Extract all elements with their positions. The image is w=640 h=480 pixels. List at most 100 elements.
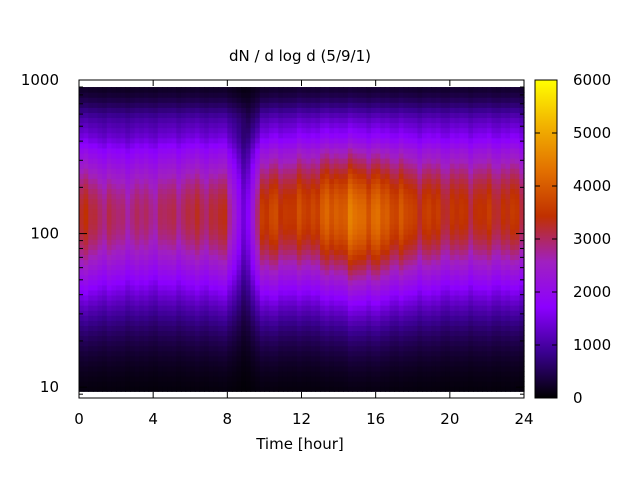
heatmap-cell [134,158,140,164]
heatmap-cell [306,340,312,347]
heatmap-cell [417,122,423,129]
heatmap-cell [333,300,340,306]
heatmap-cell [97,223,103,230]
heatmap-cell [125,365,131,372]
heatmap-cell [315,279,321,286]
heatmap-cell [301,284,307,291]
heatmap-cell [106,218,113,225]
heatmap-cell [92,158,99,164]
heatmap-cell [352,320,358,326]
heatmap-cell [97,335,103,342]
heatmap-cell [255,264,261,271]
heatmap-cell [435,127,442,134]
heatmap-cell [422,330,428,337]
heatmap-cell [227,147,233,154]
heatmap-cell [259,198,266,205]
heatmap-cell [352,188,358,195]
heatmap-cell [241,142,247,149]
heatmap-cell [324,269,330,276]
heatmap-cell [449,213,456,220]
heatmap-cell [338,183,344,190]
heatmap-cell [245,127,252,134]
heatmap-cell [153,193,159,200]
heatmap-cell [79,112,85,119]
heatmap-cell [171,173,177,179]
heatmap-cell [185,193,191,200]
heatmap-cell [287,163,293,169]
heatmap-cell [403,264,409,271]
heatmap-cell [218,229,224,235]
heatmap-cell [398,198,405,205]
heatmap-cell [435,132,442,139]
heatmap-cell [361,315,367,321]
heatmap-cell [97,112,103,119]
heatmap-cell [102,279,108,286]
heatmap-cell [343,117,349,124]
heatmap-cell [333,335,340,342]
heatmap-cell [394,137,400,144]
heatmap-cell [459,152,465,159]
heatmap-cell [153,132,159,139]
heatmap-cell [343,223,349,230]
heatmap-cell [213,300,219,306]
heatmap-cell [148,335,154,342]
heatmap-cell [194,132,201,139]
heatmap-cell [445,254,451,261]
heatmap-cell [426,355,432,362]
heatmap-cell [231,168,238,174]
heatmap-cell [88,158,94,164]
heatmap-cell [357,229,363,235]
heatmap-cell [162,264,168,271]
heatmap-cell [185,264,191,271]
heatmap-cell [454,203,460,210]
heatmap-cell [199,102,205,108]
heatmap-cell [255,365,261,372]
heatmap-cell [278,239,284,245]
heatmap-cell [222,234,228,240]
heatmap-cell [375,244,381,250]
heatmap-cell [157,289,164,296]
heatmap-cell [190,340,196,347]
heatmap-cell [143,147,150,154]
heatmap-cell [102,360,108,367]
heatmap-cell [157,284,164,291]
heatmap-cell [315,259,321,266]
heatmap-cell [435,97,442,103]
heatmap-cell [347,305,354,311]
heatmap-cell [199,158,205,164]
heatmap-cell [236,386,242,392]
heatmap-cell [371,305,377,311]
heatmap-cell [380,376,386,382]
heatmap-cell [329,345,335,352]
heatmap-cell [389,137,395,144]
heatmap-cell [408,239,414,245]
heatmap-cell [459,386,465,392]
heatmap-cell [445,320,451,326]
heatmap-cell [83,254,89,261]
heatmap-cell [412,158,418,164]
heatmap-cell [417,127,423,134]
heatmap-cell [338,203,344,210]
heatmap-cell [106,300,113,306]
heatmap-cell [431,376,437,382]
heatmap-cell [371,208,377,215]
heatmap-cell [459,117,465,124]
heatmap-cell [190,244,196,250]
heatmap-cell [301,365,307,372]
heatmap-cell [120,239,126,245]
heatmap-cell [375,107,381,113]
heatmap-cell [176,107,182,113]
heatmap-cell [333,371,340,377]
heatmap-cell [162,152,168,159]
heatmap-cell [296,365,303,372]
heatmap-cell [190,355,196,362]
heatmap-cell [83,294,89,301]
heatmap-cell [199,264,205,271]
heatmap-cell [83,360,89,367]
heatmap-cell [403,198,409,205]
heatmap-cell [134,300,140,306]
heatmap-cell [157,223,164,230]
heatmap-cell [333,345,340,352]
heatmap-cell [143,330,150,337]
heatmap-cell [394,122,400,129]
